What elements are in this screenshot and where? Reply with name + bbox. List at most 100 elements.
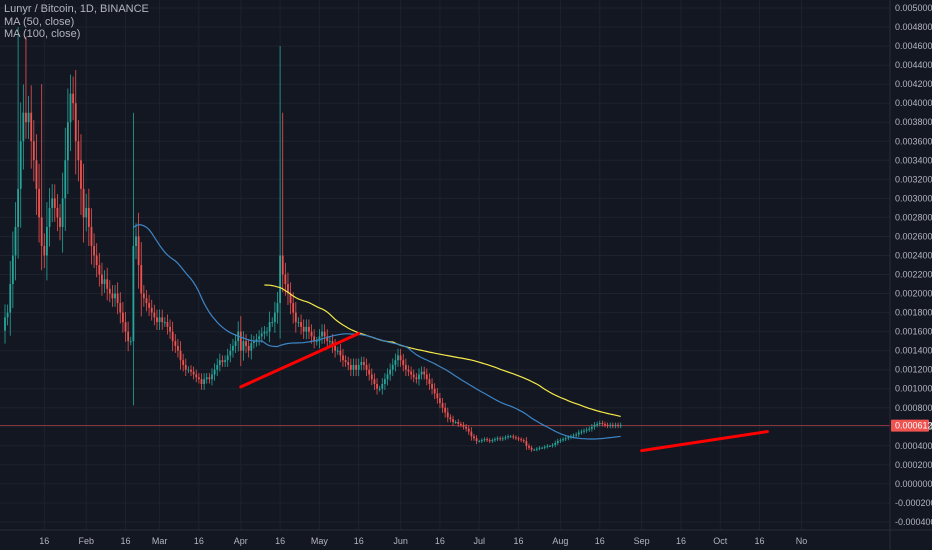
- candle-body: [203, 379, 206, 384]
- candle-body: [331, 341, 334, 346]
- candle-body: [72, 93, 75, 104]
- candle-body: [617, 424, 619, 426]
- candle-body: [562, 439, 564, 441]
- candle-body: [433, 388, 436, 394]
- candle-body: [56, 207, 59, 218]
- candle-body: [512, 436, 515, 438]
- candle-body: [171, 331, 174, 342]
- candle-body: [328, 341, 331, 343]
- candle-body: [140, 265, 143, 294]
- candle-body: [394, 360, 397, 365]
- candle-body: [66, 122, 69, 161]
- candle-body: [289, 293, 292, 304]
- candle-body: [407, 369, 410, 372]
- candle-body: [528, 445, 530, 448]
- candle-body: [496, 438, 499, 440]
- candle-body: [208, 377, 211, 380]
- candle-body: [95, 255, 98, 265]
- candle-body: [499, 438, 502, 440]
- time-tick-label: 16: [755, 536, 765, 546]
- candle-body: [538, 447, 541, 449]
- candle-body: [525, 441, 528, 446]
- time-tick-label: Sep: [634, 536, 650, 546]
- candle-body: [323, 331, 326, 337]
- candle-body: [412, 374, 415, 378]
- candle-body: [4, 317, 6, 331]
- candle-body: [271, 322, 274, 324]
- candle-body: [119, 303, 122, 313]
- candle-body: [473, 436, 475, 439]
- time-tick-label: 16: [121, 536, 131, 546]
- candle-body: [297, 322, 300, 324]
- candle-body: [25, 112, 27, 123]
- candle-body: [585, 429, 588, 431]
- time-axis[interactable]: 16 Feb 16 Mar 16 Apr 16 May 16 Jun 16 Jul 16 Aug 16 Sep…: [0, 529, 932, 546]
- candle-body: [428, 379, 431, 384]
- candle-body: [161, 317, 164, 323]
- candle-body: [221, 360, 224, 363]
- candle-body: [436, 393, 439, 399]
- legend-ma50[interactable]: MA (50, close): [4, 15, 75, 28]
- candle-body: [103, 279, 106, 285]
- candle-body: [310, 331, 313, 337]
- candle-body: [535, 448, 538, 450]
- candle-body: [425, 374, 428, 380]
- candle-body: [46, 226, 48, 256]
- candle-body: [182, 360, 185, 365]
- candle-body: [218, 360, 221, 365]
- candle-body: [593, 424, 596, 427]
- candle-body: [606, 424, 609, 426]
- candle-body: [148, 303, 150, 308]
- candle-body: [386, 374, 389, 380]
- candle-body: [588, 428, 591, 430]
- candle-body: [336, 350, 339, 352]
- candle-body: [239, 331, 242, 351]
- candle-body: [305, 326, 308, 332]
- candle-body: [308, 326, 310, 332]
- candle-body: [604, 423, 606, 425]
- candle-body: [556, 441, 559, 443]
- time-tick-label: 16: [354, 536, 364, 546]
- candle-body: [17, 188, 19, 227]
- candle-body: [192, 371, 195, 375]
- candle-body: [365, 364, 368, 370]
- time-tick-label: Aug: [552, 536, 568, 546]
- candle-body: [59, 217, 61, 227]
- candle-body: [551, 444, 554, 446]
- candle-body: [580, 431, 583, 433]
- candle-body: [158, 317, 161, 323]
- time-tick-label: 16: [676, 536, 686, 546]
- candle-body: [195, 374, 198, 378]
- candle-body: [190, 369, 192, 372]
- candle-body: [19, 141, 22, 189]
- time-tick-label: Feb: [78, 536, 94, 546]
- candle-body: [590, 426, 593, 429]
- candle-body: [263, 331, 266, 334]
- candle-body: [127, 331, 130, 342]
- candle-body: [90, 226, 93, 246]
- candle-body: [355, 364, 357, 370]
- candle-body: [98, 265, 101, 275]
- candle-body: [213, 369, 216, 375]
- candle-body: [273, 312, 276, 323]
- candle-body: [9, 284, 12, 313]
- legend-ma100[interactable]: MA (100, close): [4, 28, 81, 40]
- candle-body: [35, 160, 38, 189]
- time-tick-label: Jun: [393, 536, 408, 546]
- candle-body: [441, 403, 444, 408]
- candle-body: [300, 322, 302, 327]
- time-tick-label: Apr: [234, 536, 248, 546]
- candle-body: [465, 426, 468, 429]
- candle-body: [258, 336, 261, 340]
